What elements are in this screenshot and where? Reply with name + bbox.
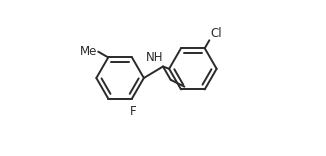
Text: Me: Me bbox=[80, 45, 97, 58]
Text: NH: NH bbox=[145, 51, 163, 64]
Text: Cl: Cl bbox=[210, 27, 222, 39]
Text: F: F bbox=[129, 105, 136, 118]
